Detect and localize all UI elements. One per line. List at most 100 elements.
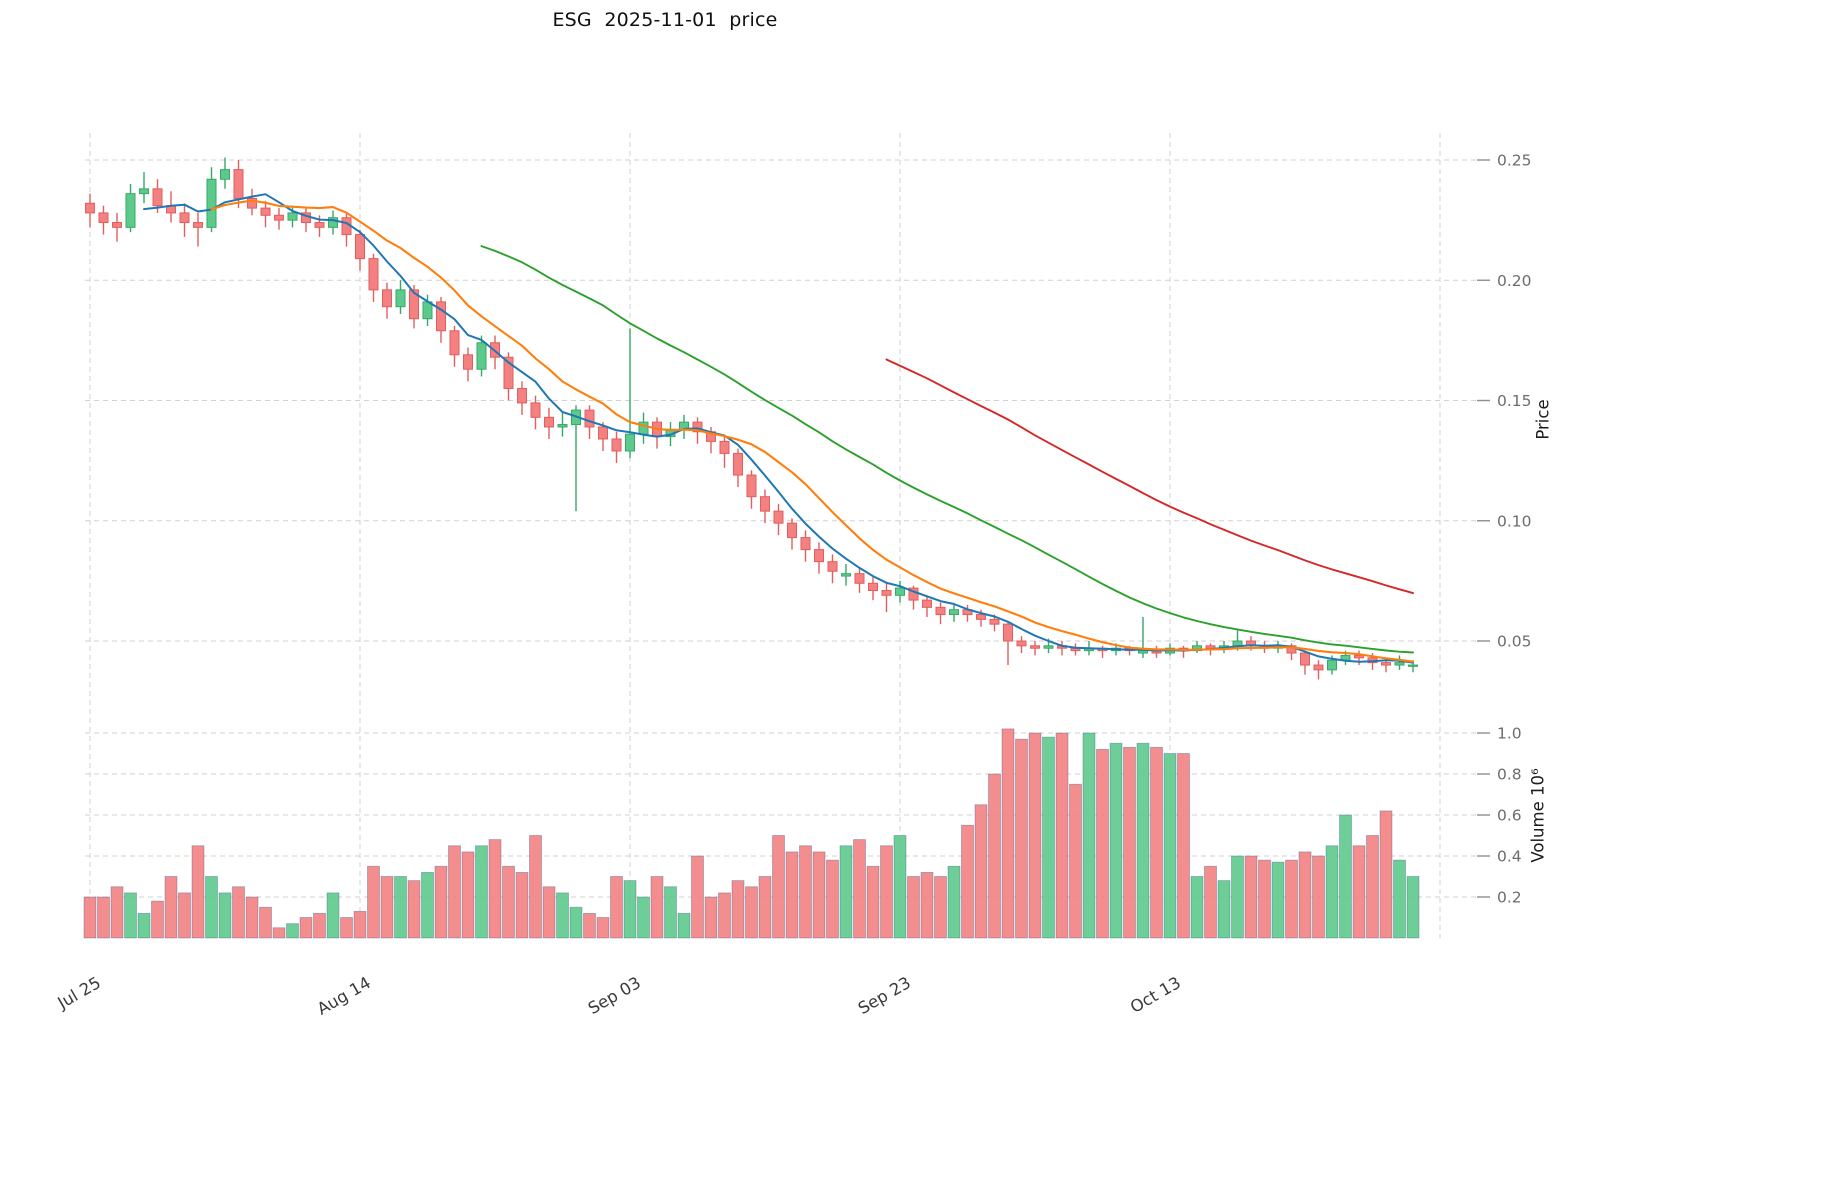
volume-bar <box>1015 738 1028 939</box>
candle-body <box>220 169 230 180</box>
volume-bar <box>947 865 961 939</box>
volume-bar <box>124 892 137 939</box>
candle-body <box>557 424 568 428</box>
volume-bar <box>1028 732 1042 939</box>
volume-bar <box>110 886 124 939</box>
volume-bar <box>1366 835 1379 939</box>
volume-bar <box>812 851 826 939</box>
ma-line-sma60 <box>885 358 1414 595</box>
x-tick-label: Sep 03 <box>585 973 644 1018</box>
candle-body <box>125 193 136 228</box>
volume-bar <box>893 835 907 939</box>
candle-body <box>1300 652 1310 666</box>
volume-bar <box>677 913 691 939</box>
candle-body <box>139 188 149 195</box>
volume-bar <box>1285 859 1298 939</box>
candle-body <box>233 169 244 199</box>
volume-bar <box>583 913 596 939</box>
candle-body <box>868 582 878 591</box>
candle-body <box>476 342 487 370</box>
volume-bar <box>866 865 880 939</box>
volume-bar <box>839 845 853 939</box>
volume-bar <box>988 773 1001 939</box>
volume-bar <box>272 927 286 939</box>
candle-body <box>584 409 595 428</box>
volume-bar <box>853 839 866 939</box>
candle-body <box>449 330 460 356</box>
candle-body <box>787 522 797 539</box>
candle-body <box>1138 650 1148 654</box>
volume-bar <box>407 880 421 939</box>
volume-tick-label: 0.6 <box>1497 807 1522 825</box>
volume-bar <box>718 892 731 939</box>
volume-bar <box>934 876 947 939</box>
volume-bar <box>691 855 704 939</box>
volume-bar <box>1339 814 1352 939</box>
volume-bar <box>83 896 97 939</box>
volume-bar <box>245 896 259 939</box>
candle-body <box>1381 662 1391 666</box>
volume-bar <box>731 880 745 939</box>
volume-bar <box>1069 783 1082 939</box>
volume-bar <box>151 900 164 939</box>
volume-bar <box>164 876 178 939</box>
x-tick-label: Oct 13 <box>1127 973 1184 1017</box>
candle-body <box>841 573 851 577</box>
volume-bar <box>475 845 488 939</box>
candle-body <box>854 573 865 584</box>
volume-bar <box>1109 742 1123 939</box>
candle-body <box>517 387 527 404</box>
ma-lines <box>143 193 1415 664</box>
candle-body <box>1394 662 1405 666</box>
volume-tick-label: 1.0 <box>1497 725 1522 743</box>
volume-bar <box>650 876 664 939</box>
candle-body <box>287 212 298 221</box>
volume-bar <box>313 913 326 939</box>
volume-bar <box>1055 732 1069 939</box>
volume-bar <box>1082 732 1096 939</box>
volume-bar <box>1271 861 1285 939</box>
volume-bar <box>529 835 542 939</box>
candle-body <box>814 549 824 563</box>
volume-bar <box>1312 855 1325 939</box>
candle-body <box>98 212 109 224</box>
volume-bar <box>1244 855 1258 939</box>
volume-bar <box>610 876 623 939</box>
volume-bar <box>488 839 502 939</box>
candle-body <box>260 207 271 216</box>
candle-body <box>746 474 757 498</box>
volume-bar <box>974 804 988 939</box>
candle-body <box>503 356 514 389</box>
volume-bar <box>1298 851 1312 939</box>
volume-bar <box>556 892 569 939</box>
volume-bar <box>542 886 556 939</box>
volume-bar <box>637 896 650 939</box>
chart-title: ESG 2025-11-01 price <box>552 9 778 31</box>
price-tick-label: 0.25 <box>1497 152 1532 170</box>
volume-bar <box>137 913 151 939</box>
volume-bar <box>367 865 380 939</box>
candle-body <box>1030 645 1040 649</box>
volume-bar <box>1001 728 1015 939</box>
volume-tick-label: 0.4 <box>1497 848 1522 866</box>
volume-bar <box>1258 859 1271 939</box>
y-axis-volume: 0.2 0.4 0.6 0.8 1.0 <box>1477 725 1522 907</box>
volume-bar <box>745 886 758 939</box>
price-tick-label: 0.20 <box>1497 272 1532 290</box>
candle-body <box>179 212 190 224</box>
volume-bar <box>907 876 920 939</box>
candle-body <box>976 614 986 620</box>
candle-body <box>1016 640 1027 647</box>
candle-body <box>922 599 932 608</box>
candle-body <box>395 289 406 308</box>
volume-bar <box>920 872 934 939</box>
volume-bar <box>569 906 583 939</box>
volume-bar <box>286 923 299 939</box>
volume-bar <box>1042 736 1055 939</box>
volume-bar <box>596 917 610 939</box>
volume-bar <box>1379 810 1393 939</box>
candle-body <box>544 416 554 428</box>
candle-body <box>382 289 392 308</box>
volume-bar <box>1150 746 1163 939</box>
